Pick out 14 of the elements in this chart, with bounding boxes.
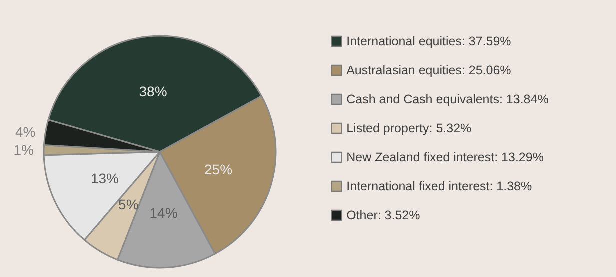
legend-label: Other: 3.52%	[346, 208, 420, 222]
data-label: 38%	[139, 83, 168, 100]
legend-label: Australasian equities: 25.06%	[346, 64, 512, 78]
data-label: 25%	[204, 161, 233, 178]
data-label: 1%	[14, 142, 34, 158]
data-label: 4%	[15, 124, 36, 140]
legend-label: International fixed interest: 1.38%	[346, 180, 532, 194]
data-label: 14%	[150, 204, 178, 221]
legend-label: International equities: 37.59%	[346, 34, 512, 48]
legend-label: Cash and Cash equivalents: 13.84%	[346, 92, 549, 106]
legend-label: Listed property: 5.32%	[346, 122, 472, 136]
legend-label: New Zealand fixed interest: 13.29%	[346, 150, 544, 164]
data-label: 13%	[90, 170, 119, 186]
data-label: 5%	[118, 196, 139, 212]
